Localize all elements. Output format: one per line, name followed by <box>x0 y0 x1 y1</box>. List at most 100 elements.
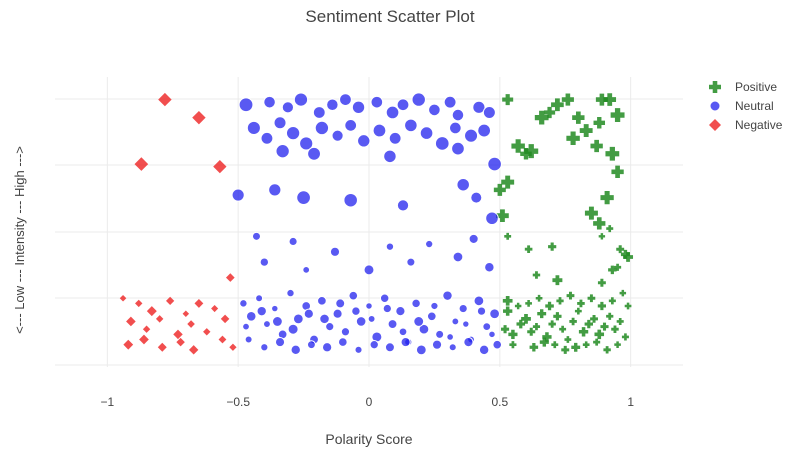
positive-point <box>501 325 510 334</box>
positive-point <box>548 320 556 328</box>
neutral-point <box>260 131 274 145</box>
positive-point <box>582 341 590 349</box>
neutral-point <box>281 101 294 114</box>
neutral-point <box>383 149 397 164</box>
neutral-point <box>464 128 479 143</box>
negative-point <box>220 314 230 324</box>
neutral-point <box>411 92 426 107</box>
series-neutral <box>231 92 503 356</box>
neutral-point <box>411 298 421 309</box>
neutral-point <box>271 304 279 313</box>
neutral-point <box>492 339 503 350</box>
neutral-point <box>425 239 434 249</box>
neutral-point <box>332 308 343 319</box>
neutral-point <box>314 120 330 136</box>
legend[interactable]: Positive Neutral Negative <box>709 80 783 132</box>
negative-point <box>218 335 227 344</box>
neutral-point <box>231 188 245 202</box>
neutral-point <box>428 103 441 117</box>
positive-point <box>516 319 526 329</box>
series-negative <box>119 92 237 355</box>
positive-point <box>603 93 617 106</box>
legend-cross-icon <box>709 81 721 93</box>
positive-point <box>561 345 570 354</box>
positive-point <box>614 263 622 271</box>
neutral-point <box>463 336 474 348</box>
neutral-point <box>388 131 402 145</box>
negative-point <box>134 157 149 171</box>
neutral-point <box>238 97 254 113</box>
neutral-point <box>268 183 282 197</box>
positive-point <box>524 144 539 159</box>
neutral-point <box>331 129 344 142</box>
neutral-point <box>449 121 462 135</box>
positive-point <box>608 297 616 305</box>
neutral-point <box>418 323 430 335</box>
negative-point <box>203 328 211 336</box>
positive-point <box>605 146 620 161</box>
neutral-point <box>398 327 408 337</box>
positive-point <box>561 93 574 106</box>
neutral-point <box>251 231 261 241</box>
neutral-point <box>292 313 304 325</box>
neutral-point <box>242 322 250 331</box>
positive-point <box>606 225 614 233</box>
neutral-point <box>387 319 398 329</box>
neutral-point <box>256 305 267 317</box>
positive-point <box>493 183 506 196</box>
negative-point <box>182 310 190 317</box>
positive-point <box>594 329 605 340</box>
neutral-point <box>343 192 358 208</box>
neutral-point <box>478 344 490 356</box>
neutral-point <box>430 301 439 311</box>
positive-point <box>543 106 556 119</box>
negative-point <box>142 325 151 333</box>
neutral-point <box>321 342 333 353</box>
positive-point <box>619 289 627 297</box>
neutral-point <box>302 265 311 274</box>
neutral-point <box>477 123 492 138</box>
x-tick-label: −0.5 <box>226 395 250 409</box>
neutral-point <box>272 316 283 327</box>
positive-point <box>597 278 606 287</box>
positive-point <box>571 342 581 352</box>
positive-point <box>527 327 536 336</box>
neutral-point <box>306 340 316 350</box>
neutral-point <box>451 108 465 122</box>
legend-item-negative[interactable]: Negative <box>709 118 783 132</box>
legend-item-neutral[interactable]: Neutral <box>709 99 774 113</box>
neutral-point <box>435 329 445 339</box>
neutral-point <box>451 317 460 326</box>
y-axis-label: <--- Low --- Intensity --- High ---> <box>12 146 27 334</box>
positive-point <box>600 190 614 205</box>
neutral-point <box>415 344 427 356</box>
negative-point <box>157 342 167 352</box>
positive-point <box>621 333 629 341</box>
neutral-point <box>286 288 295 298</box>
negative-point <box>192 110 206 125</box>
neutral-point <box>246 120 261 136</box>
legend-label: Neutral <box>735 99 774 113</box>
positive-point <box>578 327 589 337</box>
neutral-point <box>434 136 450 151</box>
plot-points <box>119 92 634 356</box>
legend-item-positive[interactable]: Positive <box>709 80 777 94</box>
neutral-point <box>259 257 270 267</box>
neutral-point <box>293 92 309 107</box>
neutral-point <box>385 242 395 251</box>
negative-point <box>211 305 219 313</box>
positive-point <box>496 209 509 223</box>
neutral-point <box>262 320 271 328</box>
x-tick-label: 0 <box>366 395 373 409</box>
positive-point <box>610 108 625 123</box>
neutral-point <box>367 314 376 323</box>
neutral-point <box>370 95 384 109</box>
neutral-point <box>303 308 314 319</box>
neutral-point <box>325 322 335 332</box>
neutral-point <box>419 126 434 140</box>
positive-point <box>545 301 554 311</box>
positive-point <box>542 332 552 342</box>
negative-point <box>173 329 183 340</box>
positive-point <box>590 314 598 323</box>
neutral-point <box>482 322 492 332</box>
